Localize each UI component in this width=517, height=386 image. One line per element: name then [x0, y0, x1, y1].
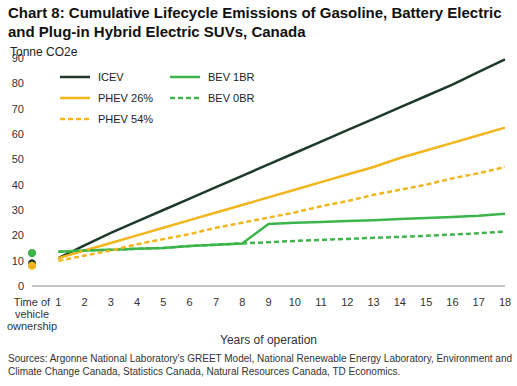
svg-text:5: 5 [160, 296, 166, 308]
svg-text:15: 15 [420, 296, 432, 308]
svg-text:13: 13 [367, 296, 379, 308]
svg-text:80: 80 [12, 77, 24, 89]
svg-text:14: 14 [394, 296, 406, 308]
svg-text:16: 16 [446, 296, 458, 308]
svg-text:Time ofvehicleownership: Time ofvehicleownership [8, 296, 57, 332]
svg-text:40: 40 [12, 179, 24, 191]
svg-text:17: 17 [473, 296, 485, 308]
svg-text:70: 70 [12, 103, 24, 115]
svg-text:60: 60 [12, 128, 24, 140]
svg-text:Years of operation: Years of operation [220, 333, 317, 347]
svg-text:0: 0 [18, 280, 24, 292]
svg-text:8: 8 [239, 296, 245, 308]
svg-text:3: 3 [108, 296, 114, 308]
svg-text:2: 2 [81, 296, 87, 308]
svg-text:18: 18 [499, 296, 509, 308]
svg-text:4: 4 [134, 296, 140, 308]
svg-text:30: 30 [12, 204, 24, 216]
svg-text:6: 6 [187, 296, 193, 308]
svg-text:7: 7 [213, 296, 219, 308]
svg-text:11: 11 [315, 296, 326, 308]
svg-text:50: 50 [12, 153, 24, 165]
svg-text:1: 1 [55, 296, 61, 308]
svg-text:20: 20 [12, 229, 24, 241]
svg-text:90: 90 [12, 52, 24, 64]
svg-text:10: 10 [12, 255, 24, 267]
svg-text:10: 10 [289, 296, 301, 308]
svg-text:9: 9 [265, 296, 271, 308]
svg-text:12: 12 [341, 296, 353, 308]
